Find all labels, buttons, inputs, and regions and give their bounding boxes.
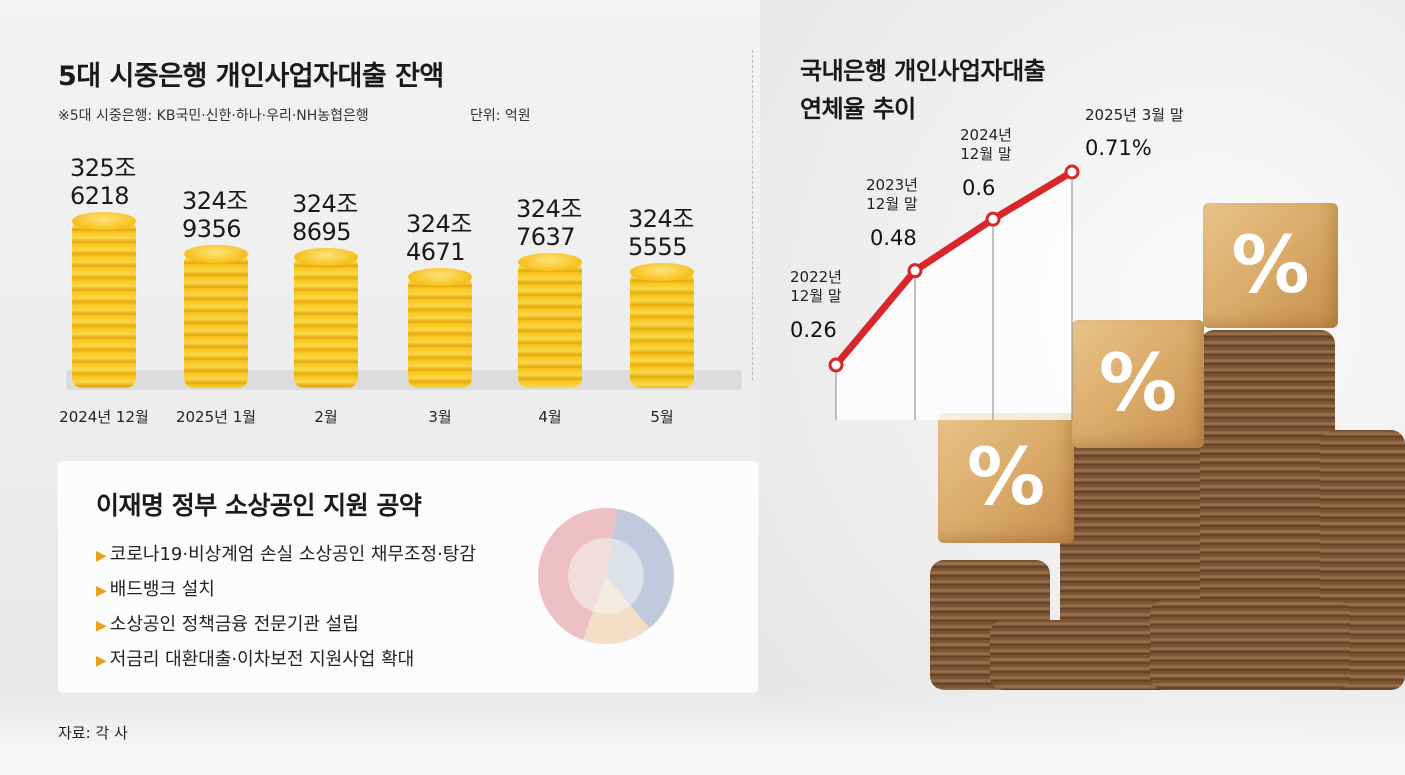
- percent-cube-3: %: [1203, 203, 1338, 328]
- bar-value-top: 324조: [516, 195, 582, 224]
- data-point: [985, 211, 1001, 227]
- bar-top: [184, 245, 248, 263]
- series-line: [833, 168, 1074, 368]
- bullet-icon: ▶: [96, 618, 107, 634]
- policy-item: ▶ 소상공인 정책금융 전문기관 설립: [96, 610, 359, 636]
- bar-value-top: 324조: [628, 205, 694, 234]
- x-tick-label: 2025년 1월: [175, 408, 257, 426]
- bar-value-label: 324조 5555: [628, 205, 694, 261]
- left-chart-subtitle: ※5대 시중은행: KB국민·신한·하나·우리·NH농협은행: [58, 108, 369, 124]
- bar-value-label: 324조 9356: [182, 187, 248, 243]
- policy-item-text: 코로나19·비상계엄 손실 소상공인 채무조정·탕감: [109, 544, 476, 565]
- right-chart-title-line1: 국내은행 개인사업자대출: [800, 57, 1046, 85]
- bar-value-bottom: 7637: [516, 223, 576, 252]
- bar-value-bottom: 6218: [70, 182, 130, 210]
- point-date-label: 2024년 12월 말: [960, 126, 1012, 164]
- bar-top: [630, 263, 694, 282]
- bar-value-top: 324조: [292, 190, 358, 219]
- point-date-line1: 2025년 3월 말: [1085, 106, 1184, 124]
- percent-cube-1: %: [938, 413, 1074, 543]
- data-point: [907, 263, 923, 279]
- policy-item-text: 저금리 대환대출·이차보전 지원사업 확대: [109, 649, 415, 670]
- bar-value-top: 325조: [70, 154, 136, 182]
- bar-value-label: 324조 7637: [516, 195, 582, 251]
- bar-value-bottom: 8695: [292, 218, 352, 247]
- policy-item-text: 소상공인 정책금융 전문기관 설립: [109, 614, 359, 635]
- bar-value-label: 325조 6218: [70, 154, 136, 210]
- point-value-label: 0.26: [790, 318, 837, 342]
- bullet-icon: ▶: [96, 583, 107, 599]
- bar-top: [72, 212, 136, 230]
- policy-item: ▶ 저금리 대환대출·이차보전 지원사업 확대: [96, 645, 414, 671]
- left-chart-unit: 단위: 억원: [470, 108, 531, 124]
- data-point: [1064, 164, 1080, 180]
- x-tick-label: 2024년 12월: [59, 408, 149, 426]
- point-value-label: 0.6: [962, 176, 996, 200]
- bar-value-bottom: 9356: [182, 215, 242, 243]
- bar: [630, 271, 694, 388]
- point-date-label: 2022년 12월 말: [790, 268, 842, 306]
- bar: [184, 253, 248, 388]
- policy-item: ▶ 배드뱅크 설치: [96, 575, 215, 601]
- bar-value-bottom: 4671: [406, 237, 466, 266]
- coin-pile-6: [1150, 600, 1350, 690]
- government-emblem-center: [568, 538, 644, 614]
- coin-pile-5: [990, 620, 1140, 690]
- bar: [408, 275, 472, 388]
- bar-value-top: 324조: [182, 187, 248, 215]
- bar: [294, 256, 358, 388]
- point-date-line2: 12월 말: [790, 287, 842, 305]
- point-date-label: 2023년 12월 말: [866, 176, 918, 214]
- point-date-label: 2025년 3월 말: [1085, 106, 1184, 125]
- bullet-icon: ▶: [96, 653, 107, 669]
- bar: [72, 220, 136, 388]
- right-chart-title: 국내은행 개인사업자대출 연체율 추이: [800, 52, 1046, 128]
- point-value-label: 0.48: [870, 226, 917, 250]
- bar-value-top: 324조: [406, 209, 472, 238]
- bottom-fade: [0, 690, 1405, 775]
- data-point: [828, 357, 844, 373]
- bar-value-label: 324조 8695: [292, 190, 358, 246]
- bar-top: [294, 248, 358, 267]
- point-date-line1: 2022년: [790, 268, 842, 286]
- left-chart-title: 5대 시중은행 개인사업자대출 잔액: [58, 61, 444, 92]
- x-tick-label: 2월: [314, 408, 338, 426]
- percent-symbol: %: [1231, 220, 1310, 311]
- percent-symbol: %: [1098, 339, 1178, 429]
- point-date-line2: 12월 말: [960, 145, 1012, 163]
- section-divider: [752, 50, 753, 380]
- policy-item: ▶ 코로나19·비상계엄 손실 소상공인 채무조정·탕감: [96, 540, 476, 566]
- x-tick-label: 3월: [428, 408, 452, 426]
- bar-value-bottom: 5555: [628, 233, 688, 262]
- line-area: [836, 172, 1072, 420]
- point-date-line1: 2024년: [960, 126, 1012, 144]
- policy-item-text: 배드뱅크 설치: [109, 579, 215, 600]
- x-tick-label: 4월: [538, 408, 562, 426]
- percent-cube-2: %: [1072, 320, 1204, 448]
- point-value-label: 0.71%: [1085, 136, 1152, 160]
- point-date-line2: 12월 말: [866, 195, 918, 213]
- point-date-line1: 2023년: [866, 176, 918, 194]
- percent-symbol: %: [966, 433, 1046, 523]
- bar-top: [408, 267, 472, 286]
- bullet-icon: ▶: [96, 548, 107, 564]
- source-note: 자료: 각 사: [58, 724, 128, 742]
- bar: [518, 261, 582, 388]
- policy-title: 이재명 정부 소상공인 지원 공약: [96, 491, 422, 520]
- right-chart-title-line2: 연체율 추이: [800, 95, 916, 123]
- bar-top: [518, 253, 582, 272]
- x-tick-label: 5월: [650, 408, 674, 426]
- bar-value-label: 324조 4671: [406, 210, 472, 266]
